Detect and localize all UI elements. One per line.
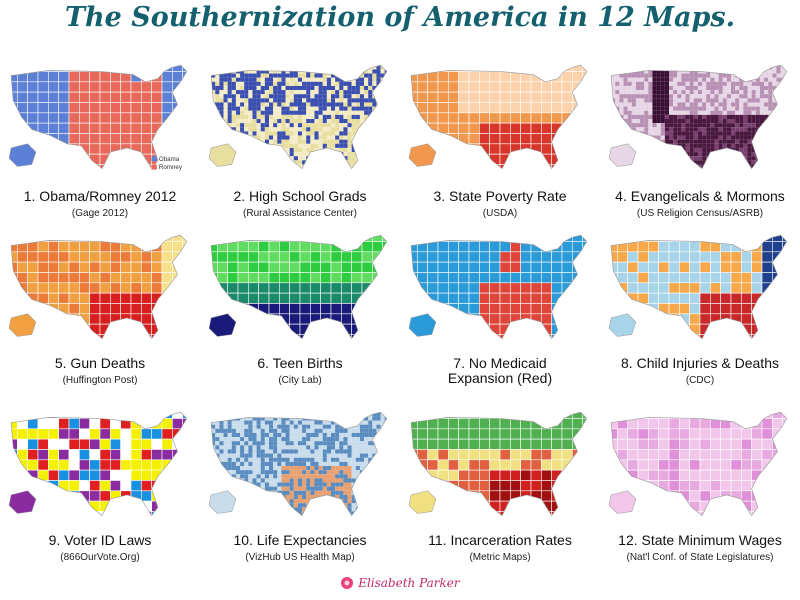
footer: Elisabeth Parker — [0, 576, 800, 590]
alaska — [408, 490, 437, 514]
map-panel: Obama Romney 1. Obama/Romney 2012 (Gage 201… — [0, 55, 200, 219]
map-caption: 11. Incarceration Rates — [428, 532, 572, 548]
alaska — [608, 143, 637, 167]
map-caption: 3. State Poverty Rate — [433, 188, 567, 204]
map-panel: 10. Life Expectancies (VizHub US Health M… — [200, 405, 400, 563]
us-map — [408, 64, 588, 170]
us-map — [208, 234, 388, 340]
legend-swatch — [151, 164, 157, 170]
alaska — [408, 313, 437, 337]
map-caption: 4. Evangelicals & Mormons — [615, 188, 785, 204]
map-source: (US Religion Census/ASRB) — [636, 208, 764, 219]
alaska — [8, 143, 37, 167]
us-map — [8, 411, 188, 517]
map-source: (Rural Assistance Center) — [243, 208, 357, 219]
map-caption: 5. Gun Deaths — [54, 355, 146, 371]
map-source: (Nat'l Conf. of State Legislatures) — [626, 552, 774, 563]
legend-label: Romney — [159, 164, 183, 171]
map-caption: 12. State Minimum Wages — [618, 532, 782, 548]
map-source: (CDC) — [685, 375, 715, 386]
map-panel: 3. State Poverty Rate (USDA) — [400, 55, 600, 219]
footer-text: Elisabeth Parker — [358, 576, 460, 590]
us-map — [608, 234, 788, 340]
us-map — [208, 411, 388, 517]
map-source: (VizHub US Health Map) — [245, 552, 355, 563]
legend-label: Obama — [159, 156, 180, 163]
title: The Southernization of America in 12 Map… — [64, 2, 736, 33]
map-panel: 7. No Medicaid Expansion (Red) — [400, 228, 600, 386]
map-source: (USDA) — [482, 208, 518, 219]
map-caption: 9. Voter ID Laws — [48, 532, 152, 548]
alaska — [8, 490, 37, 514]
alaska — [8, 313, 37, 337]
us-map — [208, 64, 388, 170]
map-panel: 9. Voter ID Laws (866OurVote.Org) — [0, 405, 200, 563]
alaska — [408, 143, 437, 167]
us-map — [8, 234, 188, 340]
us-map — [408, 234, 588, 340]
map-source: (City Lab) — [278, 375, 322, 386]
flower-icon — [341, 577, 354, 589]
map-panel: 12. State Minimum Wages (Nat'l Conf. of S… — [600, 405, 800, 563]
map-source: (Huffington Post) — [62, 375, 138, 386]
map-caption: 1. Obama/Romney 2012 — [23, 188, 177, 204]
map-panel: 11. Incarceration Rates (Metric Maps) — [400, 405, 600, 563]
us-map — [608, 411, 788, 517]
legend-swatch — [151, 156, 157, 162]
alaska — [208, 313, 237, 337]
map-caption: 2. High School Grads — [233, 188, 367, 204]
alaska — [208, 490, 237, 514]
map-panel: 4. Evangelicals & Mormons (US Religion Ce… — [600, 55, 800, 219]
map-caption: 6. Teen Births — [257, 355, 343, 371]
map-panel: 2. High School Grads (Rural Assistance Ce… — [200, 55, 400, 219]
alaska — [608, 490, 637, 514]
map-caption: 7. No Medicaid Expansion (Red) — [447, 355, 553, 386]
map-panel: 5. Gun Deaths (Huffington Post) — [0, 228, 200, 386]
us-map — [408, 411, 588, 517]
map-source: (Gage 2012) — [71, 208, 129, 219]
map-source: (Metric Maps) — [469, 552, 531, 563]
map-caption: 10. Life Expectancies — [233, 532, 367, 548]
alaska — [608, 313, 637, 337]
map-panel: 8. Child Injuries & Deaths (CDC) — [600, 228, 800, 386]
map-source: (866OurVote.Org) — [60, 552, 140, 563]
us-map — [608, 64, 788, 170]
alaska — [208, 143, 237, 167]
map-panel: 6. Teen Births (City Lab) — [200, 228, 400, 386]
map-caption: 8. Child Injuries & Deaths — [621, 355, 779, 371]
